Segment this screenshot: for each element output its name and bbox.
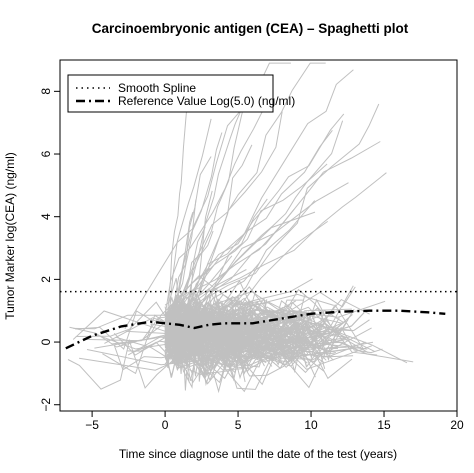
y-tick-label: 2 <box>39 276 53 283</box>
subject-line <box>190 320 408 364</box>
subject-line <box>171 310 334 369</box>
subject-line <box>102 314 366 393</box>
x-tick-label: 10 <box>304 418 318 432</box>
subject-line <box>164 322 312 360</box>
x-tick-label: 5 <box>235 418 242 432</box>
chart-title: Carcinoembryonic antigen (CEA) – Spaghet… <box>92 21 409 36</box>
legend-label-reference: Reference Value Log(5.0) (ng/ml) <box>118 94 295 108</box>
subject-line <box>164 69 354 344</box>
subject-line <box>188 351 325 372</box>
subject-line <box>189 310 326 374</box>
subject-line <box>192 103 380 324</box>
subject-line <box>174 309 286 352</box>
subject-line <box>171 331 216 368</box>
x-tick-label: −5 <box>85 418 99 432</box>
subject-line <box>164 182 349 324</box>
x-tick-label: 20 <box>450 418 464 432</box>
subject-line <box>164 107 265 316</box>
subject-line <box>189 200 316 344</box>
subject-line <box>164 311 290 345</box>
subject-line <box>191 261 261 333</box>
x-axis-label: Time since diagnose until the date of th… <box>119 447 397 461</box>
x-axis: −5 0 5 10 15 20 <box>85 410 464 432</box>
y-tick-label: 8 <box>39 88 53 95</box>
x-tick-label: 15 <box>377 418 391 432</box>
subject-line <box>191 321 301 356</box>
smooth-spline-path <box>65 309 446 350</box>
y-axis-label: Tumor Marker log(CEA) (ng/ml) <box>3 152 17 320</box>
subject-line <box>164 326 272 345</box>
subject-line <box>164 330 307 354</box>
smooth-spline-line <box>65 309 446 350</box>
legend-box <box>67 74 274 113</box>
subject-line <box>167 291 256 349</box>
subject-line <box>175 301 365 335</box>
y-tick-label: 0 <box>39 338 53 345</box>
subject-line <box>164 255 233 324</box>
y-axis: −2 0 2 4 6 8 <box>39 88 61 412</box>
subject-line <box>177 144 253 338</box>
subject-line <box>164 156 212 322</box>
subject-line <box>164 269 247 315</box>
y-tick-label: 4 <box>39 213 53 220</box>
subject-line <box>167 163 328 320</box>
x-tick-label: 0 <box>162 418 169 432</box>
legend: Smooth Spline Reference Value Log(5.0) (… <box>67 74 295 113</box>
subject-line <box>164 74 193 344</box>
legend-label-spline: Smooth Spline <box>118 81 196 95</box>
subject-line <box>164 303 296 362</box>
y-tick-label: −2 <box>39 398 53 412</box>
y-tick-label: 6 <box>39 150 53 157</box>
